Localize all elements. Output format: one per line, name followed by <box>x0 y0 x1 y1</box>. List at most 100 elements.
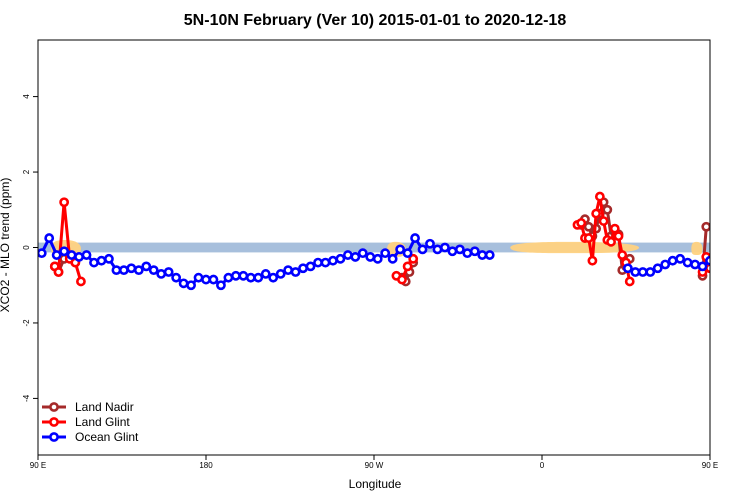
data-point <box>372 253 383 264</box>
data-point <box>201 274 211 285</box>
series-land-glint <box>49 191 750 287</box>
data-point <box>171 272 182 283</box>
data-point <box>38 248 47 259</box>
data-point <box>74 252 84 262</box>
data-point <box>156 269 167 279</box>
data-point <box>397 274 407 285</box>
data-point <box>111 265 122 276</box>
data-point <box>744 253 750 260</box>
data-point <box>81 250 92 260</box>
data-point <box>477 250 488 260</box>
data-point <box>402 261 413 272</box>
plot-area: 90 E 180 90 W 0 90 E -4 -2 0 2 4 <box>22 39 750 470</box>
data-point <box>729 250 736 257</box>
data-point <box>701 221 710 232</box>
y-tick-label: 2 <box>22 169 31 174</box>
data-point <box>223 272 234 283</box>
data-point <box>275 269 286 279</box>
data-point <box>350 252 361 262</box>
x-tick-label: 180 <box>199 461 213 470</box>
data-point <box>283 265 294 276</box>
data-point <box>216 280 226 291</box>
data-point <box>163 267 174 277</box>
y-tick-label: 0 <box>22 245 31 250</box>
data-point <box>645 267 656 277</box>
data-point <box>59 197 70 208</box>
data-point <box>260 269 271 279</box>
data-point <box>408 253 419 264</box>
legend-label: Land Glint <box>75 415 130 429</box>
data-point <box>357 248 368 259</box>
data-point <box>53 267 64 277</box>
data-point <box>667 255 678 266</box>
data-point <box>148 265 159 276</box>
data-point <box>587 255 598 266</box>
data-point <box>469 246 480 257</box>
data-point <box>736 255 743 262</box>
data-point <box>230 270 241 281</box>
data-point <box>652 263 663 274</box>
legend-label: Land Nadir <box>75 400 134 414</box>
data-point <box>238 270 249 281</box>
data-point <box>440 242 450 253</box>
y-tick-label: -2 <box>22 319 31 327</box>
data-point <box>617 250 628 260</box>
data-point <box>733 263 740 270</box>
data-point <box>328 255 338 266</box>
data-point <box>705 255 710 266</box>
data-point <box>613 231 624 242</box>
data-point <box>675 253 686 264</box>
data-point <box>193 272 204 283</box>
data-point <box>660 259 671 270</box>
data-point <box>721 234 728 241</box>
data-point <box>44 233 55 243</box>
data-point <box>609 223 620 234</box>
data-point <box>313 257 323 268</box>
x-tick-label: 0 <box>540 461 545 470</box>
x-tick-label: 90 W <box>365 461 384 470</box>
data-point <box>630 267 641 277</box>
data-point <box>66 250 77 260</box>
data-point <box>178 278 189 289</box>
data-point <box>141 261 152 272</box>
data-point <box>484 250 495 260</box>
reference-band <box>38 242 710 253</box>
data-point <box>697 261 708 272</box>
data-point <box>432 244 443 255</box>
legend-label: Ocean Glint <box>75 430 139 444</box>
data-point <box>462 248 473 259</box>
data-point <box>624 276 635 287</box>
data-point <box>622 263 633 274</box>
x-tick-label: 90 E <box>702 461 718 470</box>
data-point <box>744 199 750 206</box>
data-point <box>305 261 316 272</box>
data-point <box>320 257 331 268</box>
x-axis-label: Longitude <box>349 477 402 491</box>
legend-marker <box>49 432 59 442</box>
data-point <box>186 280 196 291</box>
data-point <box>208 274 219 285</box>
data-point <box>59 246 70 257</box>
legend-marker <box>49 402 59 412</box>
data-point <box>637 267 648 277</box>
legend-item: Ocean Glint <box>42 430 139 444</box>
data-point <box>583 221 594 232</box>
data-point <box>290 267 301 277</box>
legend-item: Land Nadir <box>42 400 134 414</box>
data-point <box>591 208 602 219</box>
data-point <box>738 268 745 275</box>
data-point <box>682 257 693 268</box>
data-point <box>602 204 613 215</box>
data-point <box>104 253 114 264</box>
data-point <box>690 259 700 270</box>
y-tick-label: -4 <box>22 394 31 402</box>
data-point <box>342 250 353 260</box>
series-line <box>736 202 750 281</box>
data-point <box>118 265 129 276</box>
data-point <box>447 246 458 257</box>
data-point <box>133 265 144 276</box>
data-point <box>365 252 376 262</box>
data-point <box>714 251 721 258</box>
